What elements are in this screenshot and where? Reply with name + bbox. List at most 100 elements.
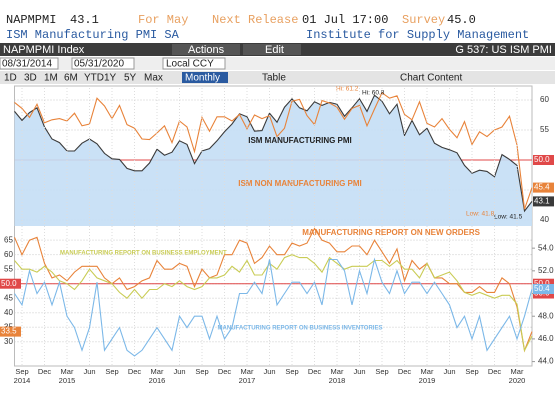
y-tick-label: 45 bbox=[4, 293, 13, 302]
x-tick-label: Sep 2014 bbox=[14, 367, 31, 385]
edit-label[interactable]: Edit bbox=[265, 44, 284, 56]
series-line bbox=[13, 227, 533, 353]
series-line bbox=[14, 91, 533, 210]
range-button[interactable]: 1D bbox=[4, 73, 17, 84]
reference-tag bbox=[533, 278, 554, 289]
x-tick-label: Dec bbox=[128, 367, 142, 376]
y2-tick-label: 52.0 bbox=[538, 266, 554, 275]
x-tick-label: Mar 2019 bbox=[419, 367, 436, 385]
x-tick-label: Jun bbox=[173, 367, 185, 376]
x-tick-label: Sep bbox=[285, 367, 298, 376]
y-tick-label: 55 bbox=[4, 264, 13, 273]
actions-button[interactable] bbox=[172, 44, 240, 55]
date-bar bbox=[0, 57, 555, 70]
x-tick-label: Jun bbox=[263, 367, 275, 376]
last-value-label: 50.4 bbox=[534, 284, 550, 293]
x-tick-label: Dec bbox=[488, 367, 502, 376]
chart-content-button[interactable]: Chart Content bbox=[400, 73, 462, 84]
series-label: MANUFACTURING REPORT ON BUSINESS INVENTO… bbox=[218, 326, 383, 332]
range-button[interactable]: 1M bbox=[44, 73, 58, 84]
last-value-label: 45.4 bbox=[534, 183, 550, 192]
last-value-tag bbox=[533, 283, 554, 294]
y-tick-label: 60 bbox=[4, 250, 13, 259]
reference-label: 50.0 bbox=[534, 279, 550, 288]
start-date[interactable]: 08/31/2014 bbox=[2, 59, 52, 70]
x-tick-label: Jun bbox=[83, 367, 95, 376]
y-tick-label: 60 bbox=[540, 95, 549, 104]
next-label: Next Release bbox=[212, 13, 298, 27]
last-value-tag bbox=[0, 326, 21, 337]
x-tick-label: Mar 2015 bbox=[59, 367, 76, 385]
x-tick-label: Jun bbox=[443, 367, 455, 376]
x-tick-label: Sep bbox=[465, 367, 478, 376]
y2-tick-label: 46.0 bbox=[538, 334, 554, 343]
survey-value: 45.0 bbox=[447, 13, 476, 27]
last-value-label: 43.1 bbox=[534, 197, 550, 206]
range-button[interactable]: 1Y bbox=[104, 73, 117, 84]
start-date-field[interactable] bbox=[0, 57, 59, 70]
x-tick-label: Jun bbox=[353, 367, 365, 376]
annotation: Low: 41.8 bbox=[466, 211, 495, 218]
x-tick-label: Dec bbox=[308, 367, 322, 376]
y2-tick-label: 54.0 bbox=[538, 243, 554, 252]
last-value-tag bbox=[533, 182, 554, 193]
range-buttons: 1D 3D 1M 6M YTD 1Y 5Y Max bbox=[4, 73, 163, 84]
x-tick-label: Dec bbox=[38, 367, 52, 376]
security-name: ISM Manufacturing PMI SA bbox=[6, 28, 180, 42]
last-value-tag bbox=[533, 196, 554, 207]
currency[interactable]: Local CCY bbox=[166, 59, 214, 70]
last-value: 43.1 bbox=[70, 13, 99, 27]
series-line bbox=[14, 94, 533, 213]
ticker: NAPMPMI bbox=[6, 13, 56, 27]
table-button[interactable]: Table bbox=[262, 73, 286, 84]
x-tick-label: Mar 2017 bbox=[239, 367, 256, 385]
y-tick-label: 40 bbox=[4, 308, 13, 317]
y-tick-label: 40 bbox=[540, 215, 549, 224]
x-tick-label: Dec bbox=[218, 367, 232, 376]
series-line bbox=[14, 257, 533, 357]
series-label: ISM MANUFACTURING PMI bbox=[248, 136, 352, 145]
annotation: Hi: 61.2 bbox=[336, 86, 359, 93]
y2-tick-label: 48.0 bbox=[538, 311, 554, 320]
security: NAPMPMI Index bbox=[3, 44, 85, 56]
annotation: Hi: 60.8 bbox=[362, 90, 385, 97]
series-label: MANUFACTURING REPORT ON BUSINESS EMPLOYM… bbox=[60, 251, 227, 257]
y-tick-label: 65 bbox=[4, 235, 13, 244]
end-date[interactable]: 05/31/2020 bbox=[74, 59, 124, 70]
period: For May bbox=[138, 13, 188, 27]
reference-tag bbox=[0, 278, 21, 289]
x-tick-label: Mar 2016 bbox=[149, 367, 166, 385]
currency-field[interactable] bbox=[162, 57, 226, 70]
source: Institute for Supply Management bbox=[306, 28, 529, 42]
x-tick-label: Sep bbox=[375, 367, 388, 376]
edit-button[interactable] bbox=[243, 44, 301, 55]
y-tick-label: 30 bbox=[4, 337, 13, 346]
end-date-field[interactable] bbox=[71, 57, 135, 70]
range-button[interactable]: YTD bbox=[84, 73, 104, 84]
reference-tag bbox=[533, 155, 554, 165]
x-tick-label: Mar 2018 bbox=[329, 367, 346, 385]
next-value: 01 Jul 17:00 bbox=[302, 13, 388, 27]
frequency[interactable]: Monthly bbox=[185, 73, 220, 84]
x-tick-label: Sep bbox=[195, 367, 208, 376]
series-label: MANUFACTURING REPORT ON NEW ORDERS bbox=[302, 228, 480, 237]
page-id: G 537: US ISM PMI bbox=[455, 44, 552, 56]
actions-label[interactable]: Actions bbox=[188, 44, 225, 56]
range-button[interactable]: 6M bbox=[64, 73, 78, 84]
range-button[interactable]: Max bbox=[144, 73, 163, 84]
y-tick-label: 55 bbox=[540, 125, 549, 134]
reference-label: 50.0 bbox=[534, 155, 550, 164]
survey-label: Survey bbox=[402, 13, 445, 27]
x-tick-label: Sep bbox=[105, 367, 118, 376]
series-line bbox=[14, 254, 533, 353]
y2-tick-label: 44.0 bbox=[538, 357, 554, 366]
frequency-button[interactable] bbox=[182, 72, 228, 83]
x-tick-label: Dec bbox=[398, 367, 412, 376]
last-value-label: 33.5 bbox=[1, 327, 17, 336]
range-button[interactable]: 5Y bbox=[124, 73, 137, 84]
annotation: Low: 41.5 bbox=[494, 214, 523, 221]
series-label: ISM NON MANUFACTURING PMI bbox=[238, 179, 362, 188]
range-button[interactable]: 3D bbox=[24, 73, 37, 84]
range-bar bbox=[0, 71, 555, 84]
